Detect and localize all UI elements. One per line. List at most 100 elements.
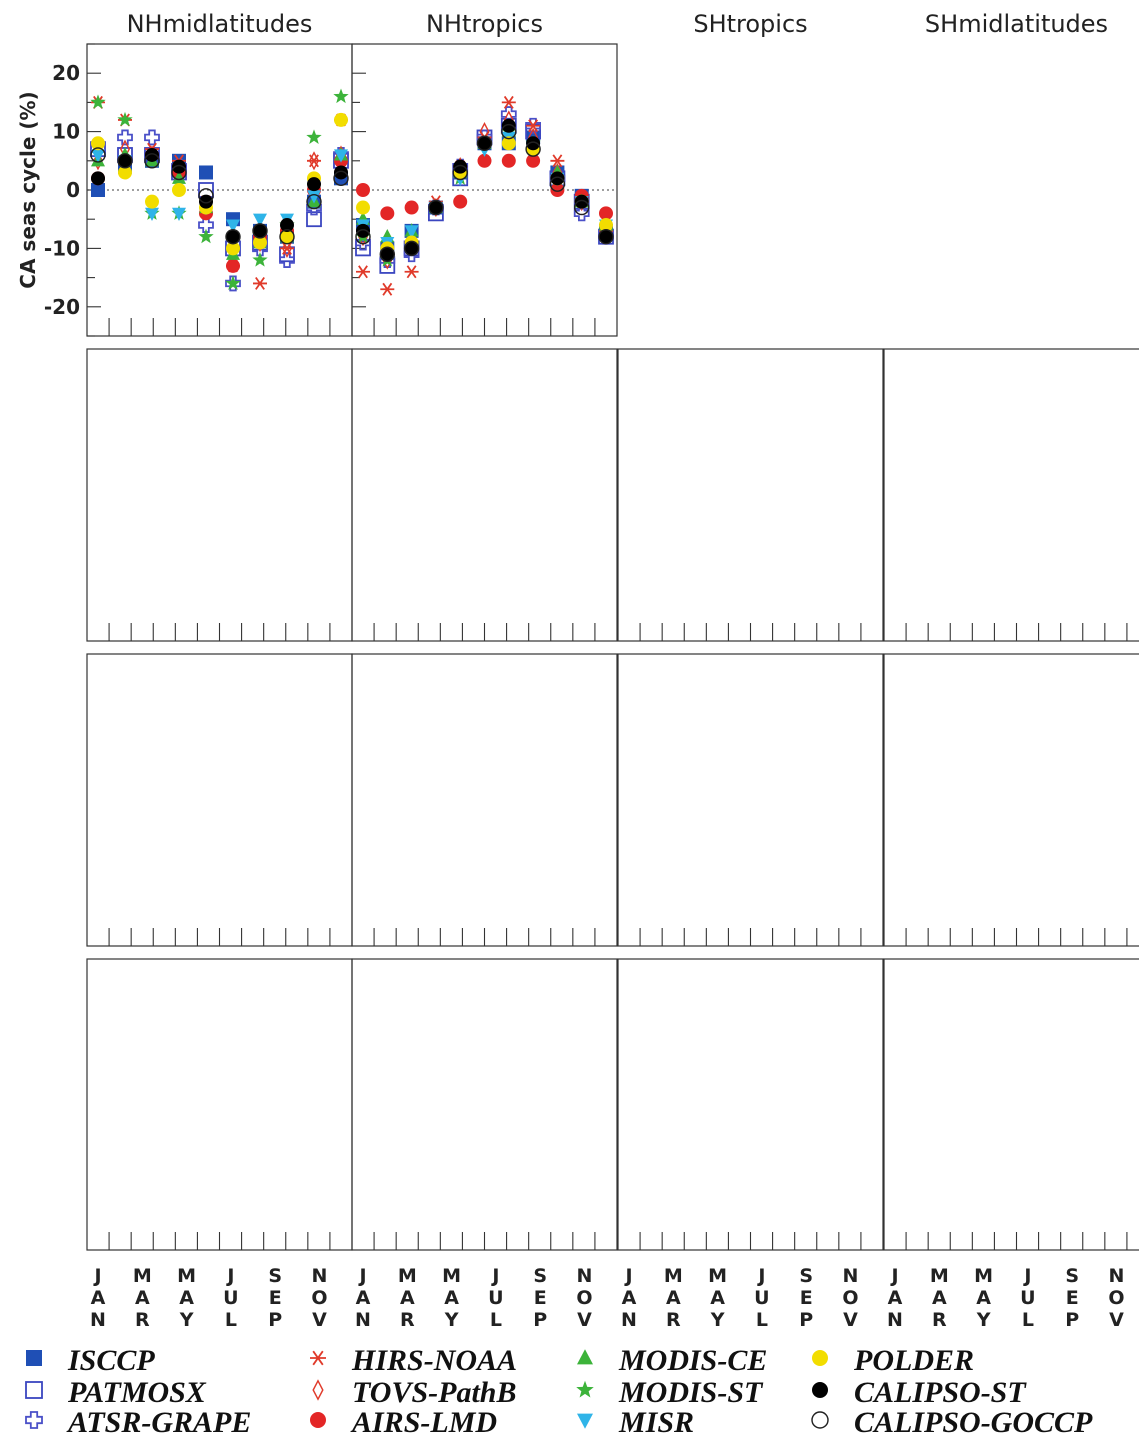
month-label-mar: R — [932, 1309, 947, 1331]
column-title-3: SHmidlatitudes — [925, 10, 1108, 38]
data-point-polder — [280, 229, 294, 244]
legend-label: HIRS-NOAA — [351, 1344, 517, 1377]
data-point-misr — [253, 213, 267, 227]
month-label-mar: M — [664, 1265, 683, 1287]
month-label-nov: N — [312, 1265, 328, 1287]
data-point-calipso-st — [550, 171, 565, 186]
month-label-may: A — [444, 1287, 459, 1309]
month-label-nov: O — [576, 1287, 592, 1309]
month-label-mar: R — [400, 1309, 415, 1331]
column-title-2: SHtropics — [693, 10, 807, 38]
month-label-may: A — [179, 1287, 194, 1309]
data-point-polder — [91, 136, 105, 151]
data-point-modis-st — [225, 275, 241, 290]
panel-r1-c0 — [86, 348, 353, 642]
data-point-calipso-st — [404, 241, 419, 256]
data-point-calipso-st — [118, 153, 132, 168]
month-label-may: A — [710, 1287, 725, 1309]
month-label-sep: E — [800, 1287, 813, 1309]
data-point-calipso-goccp — [225, 229, 241, 245]
data-point-calipso-st — [226, 229, 240, 244]
legend-marker — [577, 1413, 593, 1429]
data-point-atsr-grape — [225, 275, 241, 292]
data-point-isccp — [91, 183, 105, 197]
legend-marker — [812, 1350, 828, 1366]
column-title-0: NHmidlatitudes — [127, 10, 313, 38]
month-label-nov: O — [311, 1287, 327, 1309]
data-point-tovs-pathb — [281, 238, 293, 259]
panel-r0-c0 — [86, 43, 353, 337]
data-point-tovs-pathb — [92, 151, 104, 171]
month-label-jul: U — [754, 1287, 769, 1309]
data-point-airs-lmd — [526, 153, 541, 168]
data-point-polder — [118, 165, 132, 180]
panel-r1-c2 — [617, 348, 884, 642]
legend-marker — [576, 1380, 594, 1398]
legend-entry-atsr-grape: ATSR-GRAPE — [25, 1406, 251, 1439]
panel-r0-c1 — [351, 43, 618, 337]
month-label-nov: V — [843, 1309, 858, 1331]
legend-entry-hirs-noaa: HIRS-NOAA — [310, 1344, 517, 1377]
data-point-airs-lmd — [599, 206, 613, 221]
month-label-sep: S — [533, 1265, 547, 1287]
data-point-calipso-st — [199, 194, 213, 209]
legend-label: TOVS-PathB — [352, 1376, 517, 1409]
month-label-jan: J — [92, 1265, 101, 1287]
month-label-jul: L — [1022, 1309, 1034, 1331]
month-label-nov: V — [577, 1309, 592, 1331]
month-label-sep: P — [268, 1309, 282, 1331]
data-point-misr — [91, 149, 105, 163]
month-label-mar: A — [666, 1287, 681, 1309]
month-label-jan: J — [357, 1265, 366, 1287]
panel-r3-c0 — [86, 958, 353, 1251]
data-point-calipso-goccp — [403, 240, 420, 257]
data-point-misr — [404, 225, 419, 239]
legend-label: POLDER — [853, 1344, 974, 1377]
data-point-airs-lmd — [356, 183, 370, 197]
month-label-jan: N — [887, 1309, 903, 1331]
data-point-misr — [334, 149, 348, 163]
data-point-hirs-noaa — [404, 265, 419, 279]
month-label-jul: J — [490, 1265, 499, 1287]
panel-r3-c3 — [883, 958, 1139, 1251]
legend-entry-calipso-st: CALIPSO-ST — [812, 1376, 1027, 1409]
panel-r2-c2 — [617, 653, 884, 947]
month-label-jan: N — [621, 1309, 637, 1331]
data-point-calipso-st — [307, 177, 321, 192]
legend-entry-misr: MISR — [577, 1406, 694, 1439]
month-label-nov: N — [843, 1265, 859, 1287]
data-point-hirs-noaa — [253, 276, 267, 290]
month-label-sep: P — [1065, 1309, 1079, 1331]
ytick-label: 20 — [52, 61, 80, 85]
data-point-isccp — [199, 165, 213, 180]
row-ylabel-0: CA seas cycle (%) — [16, 91, 40, 288]
month-label-nov: O — [842, 1287, 858, 1309]
data-point-calipso-st — [172, 159, 186, 174]
data-point-calipso-goccp — [573, 199, 590, 216]
legend-label: MISR — [618, 1406, 694, 1439]
month-label-jan: A — [91, 1287, 106, 1309]
legend-entry-tovs-pathb: TOVS-PathB — [312, 1376, 517, 1409]
month-label-may: Y — [976, 1309, 991, 1331]
data-point-calipso-st — [145, 147, 159, 162]
month-label-mar: A — [135, 1287, 150, 1309]
month-label-mar: M — [930, 1265, 949, 1287]
data-point-calipso-goccp — [198, 188, 214, 204]
month-label-mar: R — [135, 1309, 150, 1331]
ytick-label: -10 — [44, 236, 80, 260]
data-point-modis-st — [90, 94, 106, 109]
month-label-sep: S — [799, 1265, 813, 1287]
data-point-polder — [172, 183, 186, 197]
data-point-patmosx — [355, 240, 371, 257]
data-point-airs-lmd — [226, 258, 240, 273]
month-label-may: Y — [179, 1309, 194, 1331]
data-point-polder — [145, 194, 159, 209]
data-point-airs-lmd — [550, 183, 565, 197]
data-point-calipso-st — [477, 136, 492, 151]
data-point-polder — [356, 200, 370, 215]
legend-marker — [25, 1411, 43, 1429]
month-label-jan: A — [888, 1287, 903, 1309]
month-label-sep: P — [533, 1309, 547, 1331]
month-label-may: M — [442, 1265, 461, 1287]
data-point-calipso-st — [380, 247, 395, 262]
